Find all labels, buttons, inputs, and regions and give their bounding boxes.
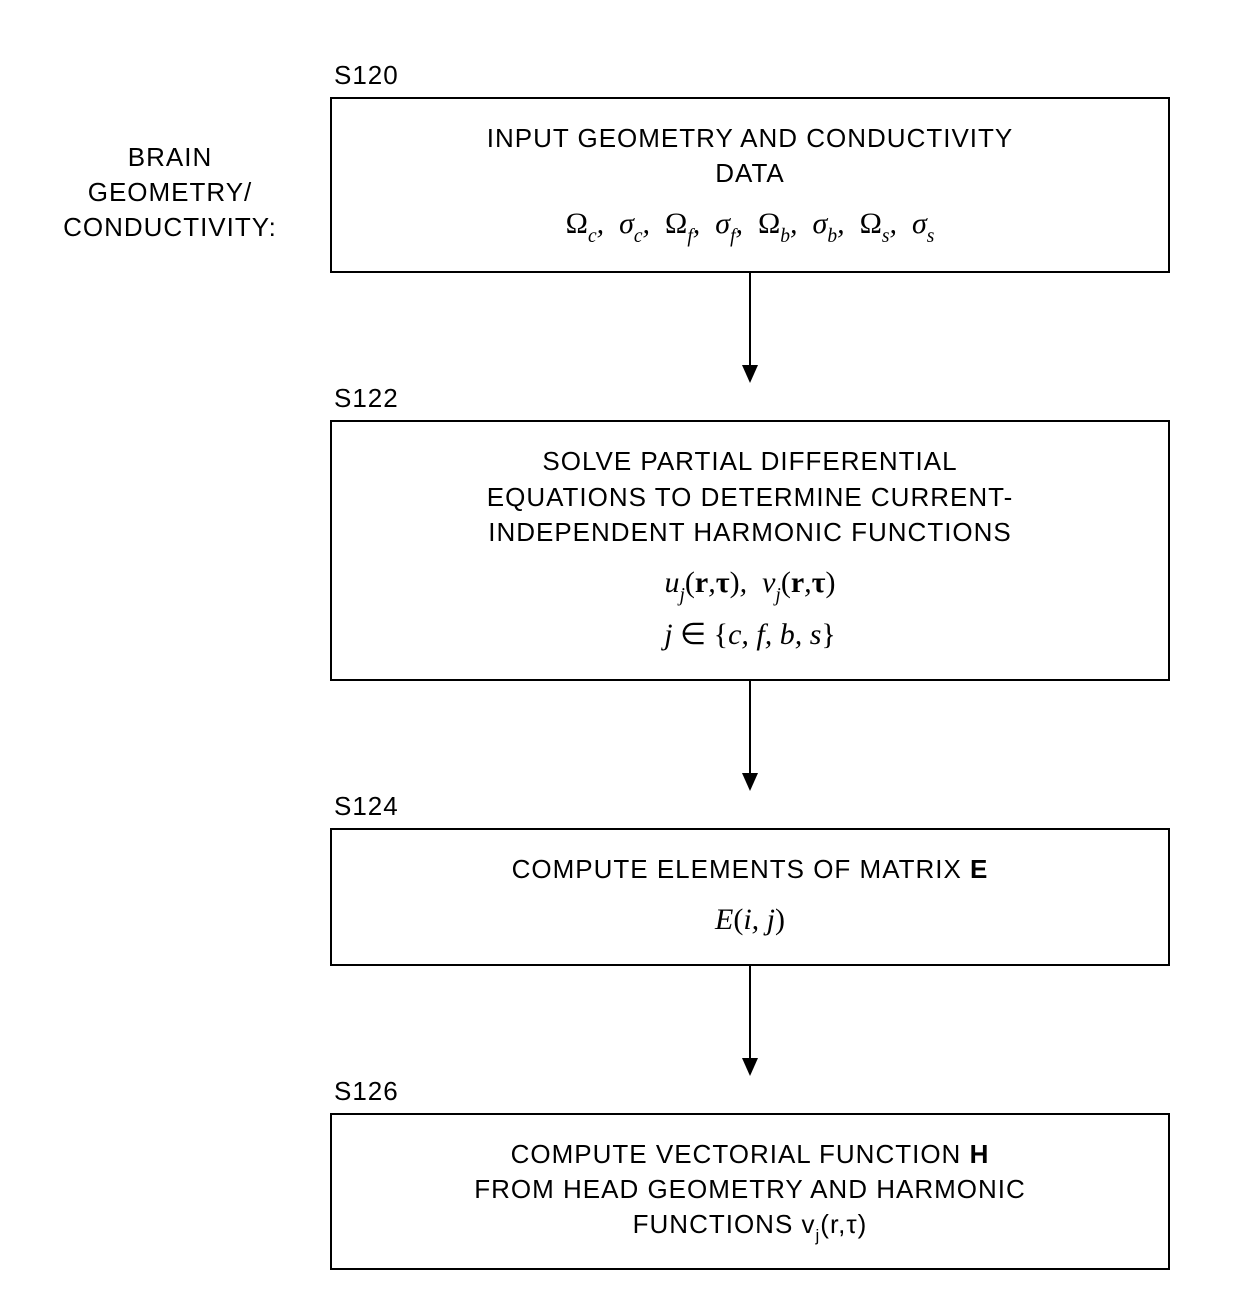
s120-math: Ωc, σc, Ωf, σf, Ωb, σb, Ωs, σs bbox=[354, 201, 1146, 249]
side-label-line3: CONDUCTIVITY: bbox=[63, 212, 277, 242]
side-label: BRAIN GEOMETRY/ CONDUCTIVITY: bbox=[60, 140, 280, 245]
s126-title-line3-math: vj(r,τ) bbox=[802, 1209, 868, 1239]
s122-title-line1: SOLVE PARTIAL DIFFERENTIAL bbox=[542, 446, 957, 476]
s126-title-line1-bold: H bbox=[970, 1139, 990, 1169]
box-s120: INPUT GEOMETRY AND CONDUCTIVITY DATA Ωc,… bbox=[330, 97, 1170, 273]
s126-title: COMPUTE VECTORIAL FUNCTION H FROM HEAD G… bbox=[354, 1137, 1146, 1246]
step-label-s124: S124 bbox=[334, 791, 1170, 822]
s120-title-line1: INPUT GEOMETRY AND CONDUCTIVITY bbox=[487, 123, 1014, 153]
step-label-s126: S126 bbox=[334, 1076, 1170, 1107]
s120-title-line2: DATA bbox=[715, 158, 784, 188]
s122-math-line2: j ∈ {c, f, b, s} bbox=[354, 612, 1146, 657]
s124-math: E(i, j) bbox=[354, 897, 1146, 942]
s122-title-line3: INDEPENDENT HARMONIC FUNCTIONS bbox=[488, 517, 1012, 547]
s122-math-line1: uj(r,τ), vj(r,τ) bbox=[354, 560, 1146, 608]
s124-title: COMPUTE ELEMENTS OF MATRIX E bbox=[354, 852, 1146, 887]
box-s126: COMPUTE VECTORIAL FUNCTION H FROM HEAD G… bbox=[330, 1113, 1170, 1270]
side-label-line1: BRAIN bbox=[128, 142, 212, 172]
s122-title-line2: EQUATIONS TO DETERMINE CURRENT- bbox=[487, 482, 1014, 512]
arrow-s122-s124 bbox=[330, 681, 1170, 791]
flowchart: S120 INPUT GEOMETRY AND CONDUCTIVITY DAT… bbox=[330, 60, 1170, 1270]
side-label-line2: GEOMETRY/ bbox=[88, 177, 253, 207]
step-label-s122: S122 bbox=[334, 383, 1170, 414]
s122-title: SOLVE PARTIAL DIFFERENTIAL EQUATIONS TO … bbox=[354, 444, 1146, 549]
s126-title-line2: FROM HEAD GEOMETRY AND HARMONIC bbox=[474, 1174, 1026, 1204]
page: BRAIN GEOMETRY/ CONDUCTIVITY: S120 INPUT… bbox=[0, 0, 1240, 1302]
box-s124: COMPUTE ELEMENTS OF MATRIX E E(i, j) bbox=[330, 828, 1170, 966]
s126-title-line3-prefix: FUNCTIONS bbox=[633, 1209, 802, 1239]
s120-title: INPUT GEOMETRY AND CONDUCTIVITY DATA bbox=[354, 121, 1146, 191]
s126-title-line1-prefix: COMPUTE VECTORIAL FUNCTION bbox=[511, 1139, 970, 1169]
step-label-s120: S120 bbox=[334, 60, 1170, 91]
s124-title-prefix: COMPUTE ELEMENTS OF MATRIX bbox=[512, 854, 970, 884]
s124-title-bold: E bbox=[970, 854, 988, 884]
arrow-s120-s122 bbox=[330, 273, 1170, 383]
box-s122: SOLVE PARTIAL DIFFERENTIAL EQUATIONS TO … bbox=[330, 420, 1170, 681]
arrow-s124-s126 bbox=[330, 966, 1170, 1076]
